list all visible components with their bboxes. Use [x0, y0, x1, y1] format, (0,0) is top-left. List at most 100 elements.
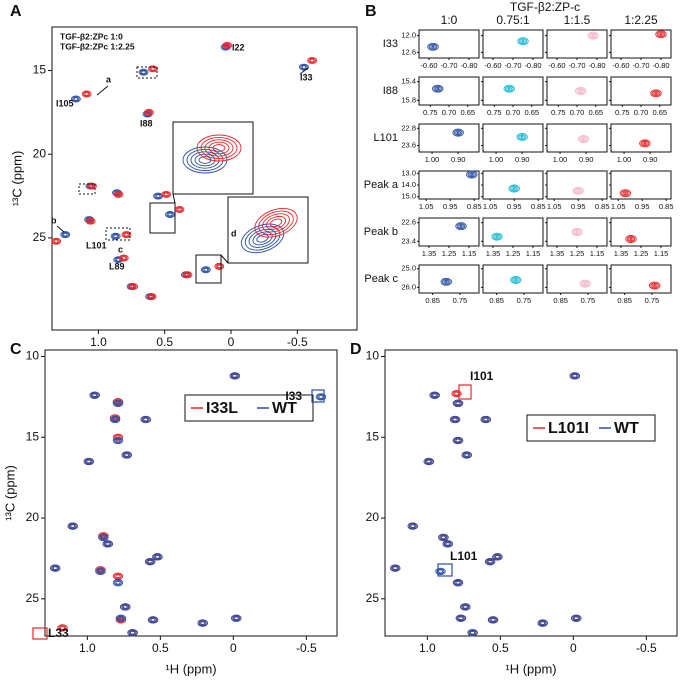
legend-entry: WT — [614, 420, 639, 437]
contour-ring — [517, 37, 529, 46]
peak — [231, 614, 242, 622]
contour-ring — [146, 558, 155, 565]
annotation-arrow — [96, 85, 109, 96]
contour-ring — [111, 416, 119, 423]
inset-contour — [258, 210, 294, 235]
peak — [144, 558, 156, 566]
peak — [461, 451, 473, 459]
contour-ring — [111, 415, 119, 421]
y-tick-label: 15.4 — [401, 77, 416, 86]
contour-ring — [114, 191, 123, 198]
x-tick-label: 0.75 — [615, 108, 630, 117]
x-tick-label: 1.05 — [419, 202, 434, 211]
contour-ring — [141, 70, 146, 74]
contour-ring — [198, 620, 207, 626]
x-tick-label: 0.85 — [467, 202, 482, 211]
grid-title: TGF-β2:ZP-c — [510, 0, 580, 14]
x-tick-label: -0.60 — [612, 61, 629, 70]
peak — [648, 281, 661, 290]
x-tick-label: 0.65 — [588, 108, 603, 117]
contour-ring — [480, 415, 491, 424]
contour-ring — [113, 190, 124, 198]
contour-ring — [84, 92, 90, 96]
contour-ring — [68, 523, 77, 529]
contour-ring — [120, 603, 131, 611]
x-tick-label: 1.35 — [550, 249, 565, 258]
peak — [153, 192, 164, 200]
peak — [307, 57, 318, 64]
peak — [146, 293, 157, 300]
contour-ring — [518, 38, 528, 45]
peak — [118, 254, 129, 262]
contour-ring — [161, 190, 172, 198]
contour-ring — [52, 238, 60, 244]
contour-ring — [86, 218, 95, 224]
x-tick-label: 0 — [230, 641, 237, 655]
peak — [480, 415, 491, 424]
contour-ring — [467, 629, 478, 637]
contour-ring — [503, 84, 515, 93]
x-tick-label: 1.15 — [654, 249, 669, 258]
contour-ring — [452, 417, 458, 422]
peak — [222, 41, 233, 49]
peak — [148, 65, 158, 73]
contour-ring — [643, 142, 647, 145]
peak — [455, 614, 467, 622]
contour-ring — [451, 389, 462, 398]
contour-ring — [147, 616, 159, 624]
contour-ring — [309, 58, 315, 63]
contour-ring — [619, 189, 632, 198]
contour-ring — [651, 90, 661, 97]
contour-ring — [575, 230, 579, 234]
peak — [109, 415, 121, 424]
annotation-box — [311, 389, 325, 403]
contour-ring — [582, 281, 588, 286]
contour-ring — [452, 128, 464, 137]
peak — [487, 616, 499, 624]
x-tick-label: 1.00 — [425, 155, 440, 164]
peak — [51, 237, 62, 245]
peak — [452, 436, 464, 445]
peak-label: L101 — [86, 240, 107, 250]
contour-ring — [455, 130, 461, 135]
contour-ring — [140, 415, 151, 424]
inset-contour — [200, 136, 238, 160]
x-tick-label: 0.85 — [531, 202, 546, 211]
contour-ring — [121, 256, 127, 260]
peak-label: a — [106, 74, 112, 84]
contour-ring — [491, 232, 503, 241]
contour-ring — [407, 522, 418, 530]
contour-ring — [490, 617, 496, 622]
x-tick-label: 0.85 — [617, 296, 632, 305]
contour-ring — [575, 188, 581, 193]
peak — [121, 231, 132, 239]
contour-ring — [124, 232, 129, 237]
x-tick-label: 1.0 — [419, 641, 436, 655]
contour-ring — [52, 566, 58, 570]
y-tick-label: 22.8 — [401, 123, 416, 132]
contour-ring — [143, 417, 149, 422]
contour-ring — [468, 630, 477, 636]
contour-ring — [163, 192, 169, 197]
panel-letter: A — [10, 3, 22, 20]
peak — [452, 579, 464, 587]
contour-ring — [129, 283, 137, 290]
contour-ring — [58, 625, 67, 631]
peak — [87, 182, 97, 190]
contour-ring — [453, 129, 463, 136]
x-tick-label: 1.15 — [590, 249, 605, 258]
contour-ring — [200, 621, 206, 625]
contour-ring — [461, 604, 470, 610]
contour-ring — [431, 45, 435, 48]
legend-box — [184, 394, 314, 422]
contour-ring — [440, 535, 446, 540]
contour-ring — [492, 233, 502, 240]
contour-ring — [582, 138, 585, 141]
contour-ring — [90, 392, 99, 398]
contour-ring — [162, 191, 170, 198]
x-tick-label: -0.60 — [484, 61, 501, 70]
contour-ring — [455, 222, 467, 231]
contour-ring — [587, 31, 599, 40]
peak — [140, 415, 151, 424]
